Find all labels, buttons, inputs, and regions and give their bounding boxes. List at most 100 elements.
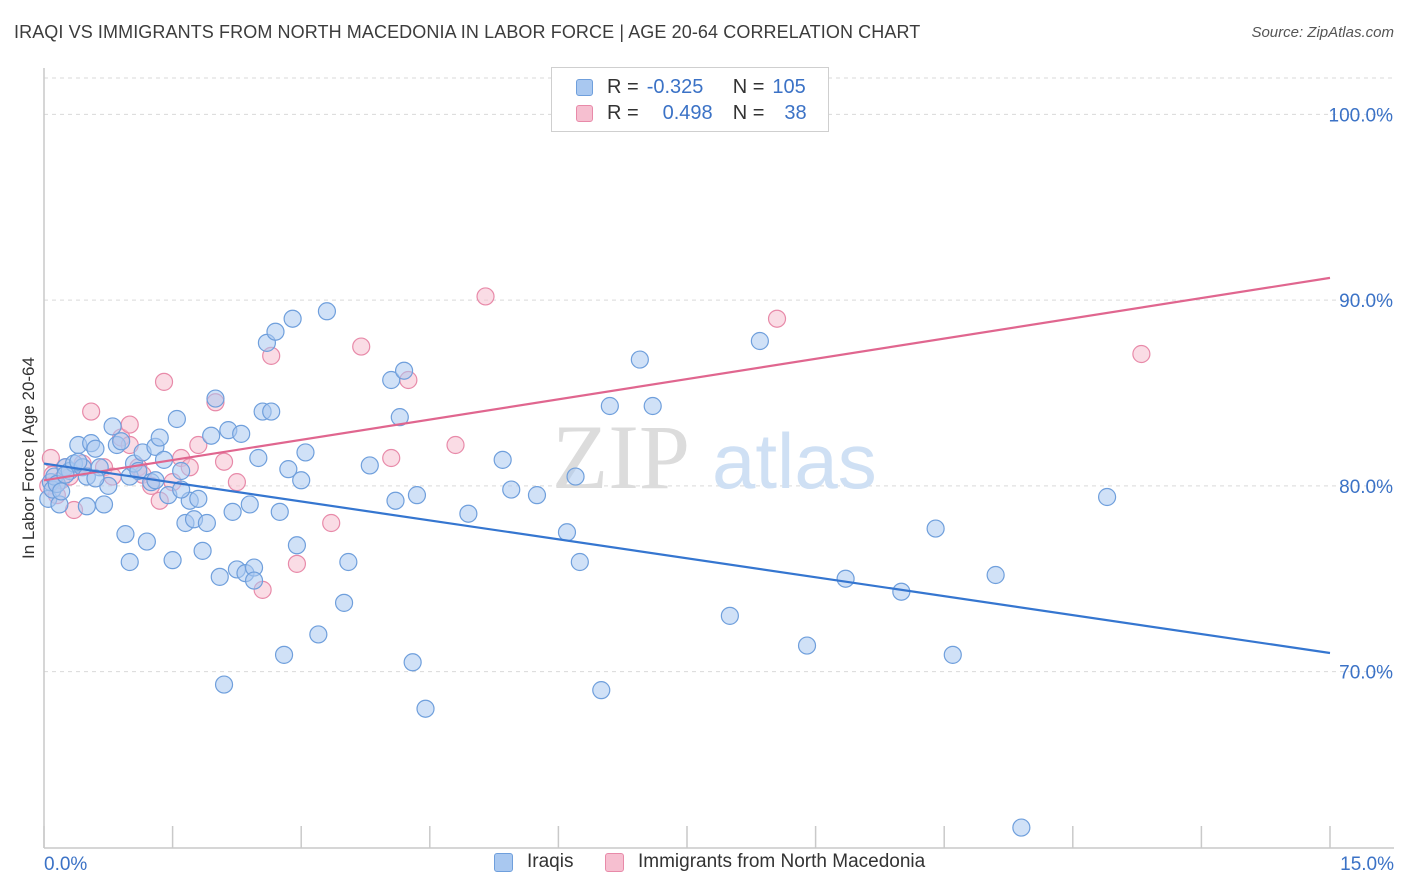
iraqi-points [39, 302, 1117, 837]
iraqi-point [223, 502, 242, 521]
trend-lines [43, 276, 1331, 655]
iraqi-point [287, 536, 307, 555]
macedonia-point [189, 435, 208, 455]
iraqi-point [459, 504, 478, 523]
iraqi-point [416, 699, 435, 718]
iraqi-point [163, 551, 182, 570]
macedonia-point [352, 337, 371, 356]
iraqi-point [193, 541, 212, 560]
legend-swatch-macedonia [576, 104, 593, 122]
iraqi-point [986, 565, 1005, 585]
macedonia-point [382, 448, 401, 468]
iraqi-point [86, 439, 105, 458]
iraqi-point [394, 361, 414, 380]
iraqi-point [94, 495, 114, 514]
iraqi-point [403, 653, 422, 672]
macedonia-point [82, 402, 101, 421]
macedonia-point [767, 309, 787, 328]
legend-n-label: N = [732, 75, 765, 98]
iraqi-point [720, 606, 739, 625]
iraqi-point [69, 452, 88, 471]
legend-r-label: R = [607, 101, 639, 124]
iraqi-point [339, 552, 358, 572]
legend-n-value-iraqis: 105 [772, 75, 806, 98]
macedonia-point [322, 513, 341, 533]
series-swatch-macedonia [605, 852, 624, 872]
iraqi-point [232, 424, 251, 443]
series-legend: Iraqis Immigrants from North Macedonia [0, 851, 1406, 877]
watermark-zip: ZIP [552, 406, 690, 508]
iraqi-point [240, 495, 259, 514]
iraqi-point [557, 523, 577, 542]
iraqi-point [120, 552, 139, 572]
iraqi-point [943, 645, 962, 664]
y-tick-labels: 70.0% 80.0% 90.0% 100.0% [1329, 105, 1394, 683]
series-label-iraqis: Iraqis [527, 851, 574, 872]
y-tick-label: 80.0% [1339, 477, 1393, 498]
series-legend-iraqis[interactable]: Iraqis [494, 851, 573, 873]
watermark: ZIP atlas [552, 406, 877, 508]
series-swatch-iraqis [494, 852, 513, 872]
iraqi-point [382, 370, 401, 390]
iraqi-point [56, 465, 75, 484]
watermark-atlas: atlas [712, 417, 877, 505]
iraqi-point [86, 469, 105, 488]
macedonia-point [120, 415, 139, 434]
iraqi-point [334, 593, 354, 612]
x-tick-label-max: 15.0% [1340, 854, 1394, 875]
iraqi-point [386, 491, 405, 510]
iraqi-point [1012, 818, 1031, 837]
iraqi-point [210, 567, 229, 586]
macedonia-point [154, 372, 174, 391]
iraqi-point [390, 408, 409, 427]
iraqi-point [502, 480, 521, 499]
iraqi-point [112, 432, 131, 451]
series-legend-macedonia[interactable]: Immigrants from North Macedonia [605, 851, 925, 873]
iraqi-point [189, 489, 208, 508]
iraqi-point [643, 396, 662, 416]
stats-legend: R = -0.325 N = 105 R = 0.498 N = 38 [551, 67, 829, 132]
iraqi-point [244, 571, 264, 590]
iraqi-point [262, 402, 281, 421]
iraqi-point [296, 443, 315, 462]
legend-n-value-macedonia: 38 [784, 101, 807, 124]
source-label: Source: ZipAtlas.com [1251, 24, 1394, 41]
iraqi-point [206, 389, 225, 408]
legend-r-value-iraqis: -0.325 [646, 75, 704, 98]
iraqi-point [214, 675, 234, 694]
y-axis-title: In Labor Force | Age 20-64 [19, 357, 38, 559]
macedonia-point [287, 554, 307, 573]
iraqi-point [172, 461, 191, 481]
legend-swatch-iraqis [576, 78, 593, 96]
x-tick-label-min: 0.0% [44, 854, 87, 875]
legend-n-label: N = [732, 101, 765, 124]
legend-r-label: R = [607, 75, 639, 98]
iraqi-point [274, 645, 294, 664]
series-label-macedonia: Immigrants from North Macedonia [638, 851, 926, 872]
iraqi-point [266, 322, 285, 341]
iraqi-point [317, 302, 337, 321]
iraqi-point [566, 467, 585, 486]
macedonia-point [446, 435, 465, 455]
iraqi-point [270, 502, 289, 521]
macedonia-trendline [43, 276, 1331, 482]
iraqi-point [279, 460, 298, 479]
iraqi-point [600, 396, 619, 416]
iraqi-point [249, 448, 268, 468]
iraqi-point [407, 486, 427, 505]
iraqi-point [283, 309, 302, 328]
iraqi-point [103, 417, 122, 436]
y-tick-label: 70.0% [1339, 663, 1393, 684]
iraqi-point [493, 450, 512, 469]
iraqi-point [137, 532, 156, 551]
y-tick-label: 90.0% [1339, 291, 1393, 312]
iraqi-point [202, 426, 221, 445]
iraqi-point [926, 519, 945, 538]
legend-row-macedonia: R = 0.498 N = 38 [576, 101, 807, 125]
macedonia-point [227, 473, 246, 492]
macedonia-point [476, 287, 495, 306]
chart-title: IRAQI VS IMMIGRANTS FROM NORTH MACEDONIA… [14, 22, 921, 42]
macedonia-point [214, 452, 234, 471]
iraqi-point [1097, 487, 1117, 507]
